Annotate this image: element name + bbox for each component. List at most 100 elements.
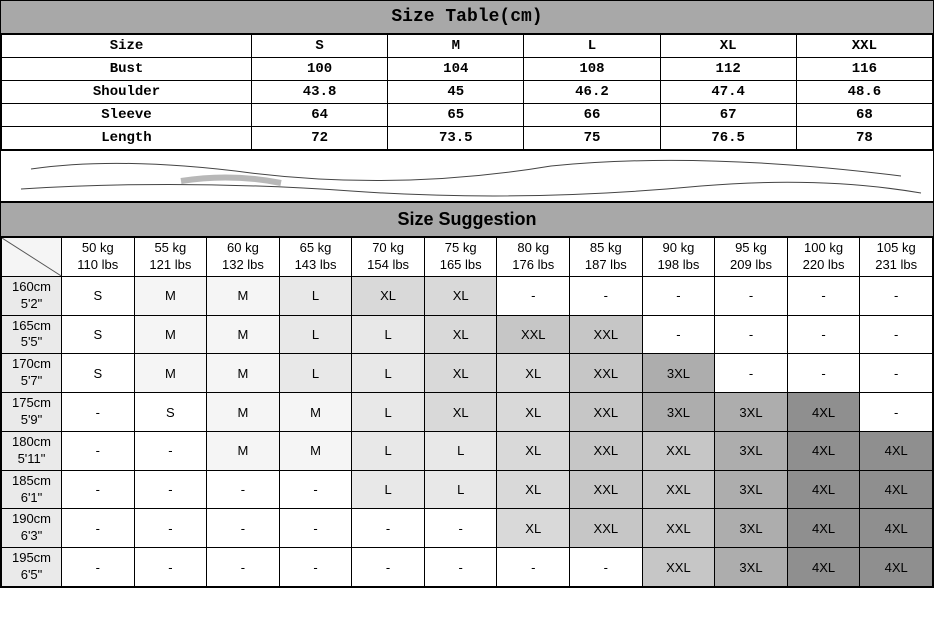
suggestion-row: 195cm6'5"--------XXL3XL4XL4XL [2,548,933,587]
suggestion-cell: - [860,354,933,393]
size-table-label: Length [2,127,252,150]
suggestion-cell: 4XL [787,431,860,470]
suggestion-corner [2,238,62,277]
suggestion-cell: - [715,354,788,393]
suggestion-cell: S [62,276,135,315]
suggestion-cell: XL [424,354,497,393]
suggestion-cell: - [787,315,860,354]
size-table-cell: 66 [524,104,660,127]
suggestion-cell: XL [424,393,497,432]
suggestion-cell: M [207,354,280,393]
suggestion-cell: XXL [570,393,643,432]
suggestion-cell: L [279,354,352,393]
size-table-cell: 43.8 [252,81,388,104]
suggestion-weight-header: 70 kg154 lbs [352,238,425,277]
size-table-cell: 64 [252,104,388,127]
size-table-cell: 116 [796,58,932,81]
size-table-cell: 46.2 [524,81,660,104]
size-table-title: Size Table(cm) [1,1,933,34]
suggestion-cell: S [134,393,207,432]
suggestion-cell: XXL [570,315,643,354]
suggestion-cell: S [62,354,135,393]
suggestion-cell: XL [424,276,497,315]
suggestion-weight-header: 60 kg132 lbs [207,238,280,277]
suggestion-cell: XXL [642,548,715,587]
suggestion-cell: M [279,393,352,432]
suggestion-height-header: 175cm5'9" [2,393,62,432]
size-table-cell: 78 [796,127,932,150]
suggestion-cell: - [642,276,715,315]
suggestion-height-header: 190cm6'3" [2,509,62,548]
suggestion-table: 50 kg110 lbs55 kg121 lbs60 kg132 lbs65 k… [1,237,933,587]
suggestion-cell: 4XL [787,393,860,432]
suggestion-cell: 3XL [642,354,715,393]
suggestion-weight-header: 65 kg143 lbs [279,238,352,277]
suggestion-cell: XL [352,276,425,315]
suggestion-cell: M [279,431,352,470]
divider-gap [1,150,933,202]
suggestion-row: 190cm6'3"------XLXXLXXL3XL4XL4XL [2,509,933,548]
suggestion-cell: XXL [642,431,715,470]
suggestion-cell: L [279,315,352,354]
suggestion-cell: M [207,276,280,315]
suggestion-row: 170cm5'7"SMMLLXLXLXXL3XL--- [2,354,933,393]
suggestion-cell: 4XL [860,509,933,548]
suggestion-weight-header: 100 kg220 lbs [787,238,860,277]
suggestion-weight-header: 80 kg176 lbs [497,238,570,277]
suggestion-cell: - [62,393,135,432]
suggestion-cell: - [497,276,570,315]
size-table-cell: 47.4 [660,81,796,104]
size-table-label: Size [2,35,252,58]
size-table-cell: 48.6 [796,81,932,104]
suggestion-row: 185cm6'1"----LLXLXXLXXL3XL4XL4XL [2,470,933,509]
size-table-row: SizeSMLXLXXL [2,35,933,58]
suggestion-cell: - [787,276,860,315]
suggestion-cell: 3XL [715,393,788,432]
suggestion-cell: - [207,548,280,587]
suggestion-cell: - [62,470,135,509]
suggestion-cell: - [715,315,788,354]
suggestion-height-header: 165cm5'5" [2,315,62,354]
size-table-cell: 76.5 [660,127,796,150]
suggestion-height-header: 170cm5'7" [2,354,62,393]
suggestion-cell: - [134,470,207,509]
suggestion-cell: - [134,548,207,587]
suggestion-cell: XL [497,354,570,393]
suggestion-row: 165cm5'5"SMMLLXLXXLXXL---- [2,315,933,354]
suggestion-cell: L [424,470,497,509]
size-table-cell: L [524,35,660,58]
suggestion-cell: - [570,276,643,315]
suggestion-cell: 4XL [860,431,933,470]
suggestion-cell: L [352,315,425,354]
size-table-cell: 112 [660,58,796,81]
container: Size Table(cm) SizeSMLXLXXLBust100104108… [0,0,934,588]
suggestion-cell: XL [497,470,570,509]
suggestion-cell: - [860,276,933,315]
suggestion-cell: 4XL [860,548,933,587]
suggestion-cell: - [62,509,135,548]
suggestion-cell: - [62,548,135,587]
suggestion-cell: - [62,431,135,470]
suggestion-cell: - [787,354,860,393]
size-table-cell: M [388,35,524,58]
size-table-cell: 67 [660,104,796,127]
suggestion-height-header: 180cm5'11" [2,431,62,470]
size-table-cell: 68 [796,104,932,127]
size-table-cell: 45 [388,81,524,104]
suggestion-row: 175cm5'9"-SMMLXLXLXXL3XL3XL4XL- [2,393,933,432]
suggestion-cell: 3XL [715,548,788,587]
suggestion-cell: M [207,393,280,432]
suggestion-cell: - [207,509,280,548]
size-table-cell: 65 [388,104,524,127]
suggestion-cell: - [715,276,788,315]
suggestion-weight-header: 75 kg165 lbs [424,238,497,277]
suggestion-cell: L [352,393,425,432]
suggestion-cell: XXL [570,470,643,509]
suggestion-cell: - [497,548,570,587]
suggestion-row: 160cm5'2"SMMLXLXL------ [2,276,933,315]
suggestion-height-header: 195cm6'5" [2,548,62,587]
size-table-label: Bust [2,58,252,81]
size-table-cell: XL [660,35,796,58]
suggestion-cell: L [352,354,425,393]
suggestion-cell: 3XL [715,431,788,470]
